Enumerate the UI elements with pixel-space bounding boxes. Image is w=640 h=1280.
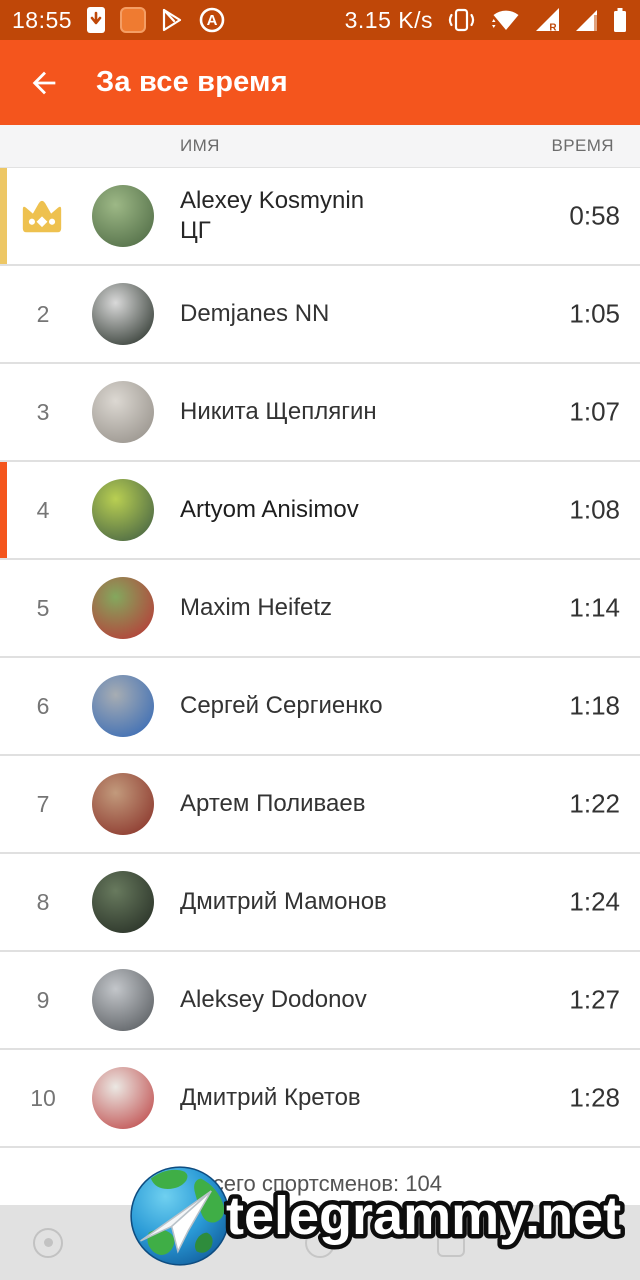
athlete-info: Дмитрий Мамонов [180, 887, 510, 917]
battery-icon [612, 6, 628, 34]
signal-icon [574, 7, 599, 33]
network-speed: 3.15 K/s [344, 6, 433, 33]
athlete-info: Дмитрий Кретов [180, 1083, 510, 1113]
signal-roaming-icon: R [534, 7, 561, 33]
rank-label: 8 [36, 888, 50, 915]
navigation-bar [0, 1205, 640, 1280]
athlete-info: Alexey Kosmynin ЦГ [180, 186, 510, 246]
table-header: ИМЯ ВРЕМЯ [0, 125, 640, 168]
rank-label: 4 [36, 496, 50, 523]
leaderboard-row[interactable]: 8 Дмитрий Мамонов 1:24 [0, 854, 640, 952]
athlete-info: Artyom Anisimov [180, 495, 510, 525]
back-arrow-icon [32, 71, 56, 94]
athlete-info: Demjanes NN [180, 299, 510, 329]
athlete-info: Артем Поливаев [180, 789, 510, 819]
svg-text:R: R [549, 23, 557, 34]
screenshot-download-icon [85, 6, 107, 34]
time-value: 1:07 [569, 396, 620, 427]
athlete-name: Maxim Heifetz [180, 594, 333, 621]
athlete-name: Сергей Сергиенко [180, 692, 383, 719]
athlete-name: Никита Щеплягин [180, 398, 377, 425]
time-value: 1:22 [569, 788, 620, 819]
rank-label: 9 [36, 986, 50, 1013]
athlete-info: Сергей Сергиенко [180, 691, 510, 721]
time-column-header: ВРЕМЯ [551, 136, 614, 155]
svg-text:A: A [207, 12, 218, 29]
rank-label: 2 [36, 300, 50, 327]
time-value: 1:05 [569, 298, 620, 329]
avatar [92, 1067, 154, 1129]
avatar [92, 185, 154, 247]
time-value: 1:18 [569, 690, 620, 721]
avatar [92, 577, 154, 639]
avatar [92, 283, 154, 345]
avatar [92, 773, 154, 835]
app-bar: За все время [0, 40, 640, 125]
time-value: 1:28 [569, 1082, 620, 1113]
leaderboard-row[interactable]: 10 Дмитрий Кретов 1:28 [0, 1050, 640, 1148]
leaderboard-row[interactable]: 3 Никита Щеплягин 1:07 [0, 364, 640, 462]
nav-recents-icon[interactable] [437, 1228, 465, 1257]
athlete-info: Никита Щеплягин [180, 397, 510, 427]
leaderboard-row[interactable]: 1 Alexey Kosmynin ЦГ 0:58 [0, 168, 640, 266]
time-value: 1:14 [569, 592, 620, 623]
leaderboard-list: 1 Alexey Kosmynin ЦГ 0:58 2 [0, 168, 640, 1148]
leaderboard-row[interactable]: 9 Aleksey Dodonov 1:27 [0, 952, 640, 1050]
athlete-info: Maxim Heifetz [180, 593, 510, 623]
avatar [92, 871, 154, 933]
status-bar: 18:55 A 3.15 K/s R [0, 0, 640, 40]
time-value: 1:08 [569, 494, 620, 525]
notification-app-icon [120, 7, 147, 33]
athlete-name: Demjanes NN [180, 300, 330, 327]
back-button[interactable] [14, 53, 74, 113]
adguard-icon: A [198, 6, 226, 34]
nav-home-icon[interactable] [305, 1227, 335, 1258]
name-column-header: ИМЯ [180, 136, 220, 155]
leaderboard-row[interactable]: 5 Maxim Heifetz 1:14 [0, 560, 640, 658]
rank-label: 3 [36, 398, 50, 425]
rank-label: 6 [36, 692, 50, 719]
play-store-icon [159, 7, 185, 33]
highlight-stripe [0, 462, 7, 558]
leaderboard-row[interactable]: 6 Сергей Сергиенко 1:18 [0, 658, 640, 756]
avatar [92, 381, 154, 443]
rank-label: 7 [36, 790, 50, 817]
crown-icon [19, 196, 65, 236]
athlete-name: Aleksey Dodonov [180, 986, 367, 1013]
athlete-name: Артем Поливаев [180, 790, 366, 817]
athlete-subtitle: ЦГ [180, 217, 211, 244]
leaderboard-row[interactable]: 2 Demjanes NN 1:05 [0, 266, 640, 364]
time-value: 0:58 [569, 200, 620, 231]
wifi-icon [489, 7, 521, 34]
avatar [92, 479, 154, 541]
vibrate-icon [446, 6, 476, 34]
athlete-name: Дмитрий Мамонов [180, 888, 387, 915]
rank-label: 10 [30, 1084, 56, 1111]
rank-label: 5 [36, 594, 50, 621]
athlete-info: Aleksey Dodonov [180, 985, 510, 1015]
time-value: 1:24 [569, 886, 620, 917]
highlight-stripe [0, 168, 7, 264]
avatar [92, 675, 154, 737]
athlete-name: Alexey Kosmynin [180, 187, 365, 214]
clock-time: 18:55 [12, 6, 73, 33]
athlete-name: Artyom Anisimov [180, 496, 359, 523]
leaderboard-row[interactable]: 7 Артем Поливаев 1:22 [0, 756, 640, 854]
nav-back-icon[interactable] [175, 1229, 203, 1257]
avatar [92, 969, 154, 1031]
leaderboard-row[interactable]: 4 Artyom Anisimov 1:08 [0, 462, 640, 560]
time-value: 1:27 [569, 984, 620, 1015]
record-location-icon[interactable] [33, 1227, 63, 1258]
page-title: За все время [96, 66, 288, 98]
athlete-count: Всего спортсменов: 104 [0, 1148, 640, 1205]
athlete-name: Дмитрий Кретов [180, 1084, 361, 1111]
